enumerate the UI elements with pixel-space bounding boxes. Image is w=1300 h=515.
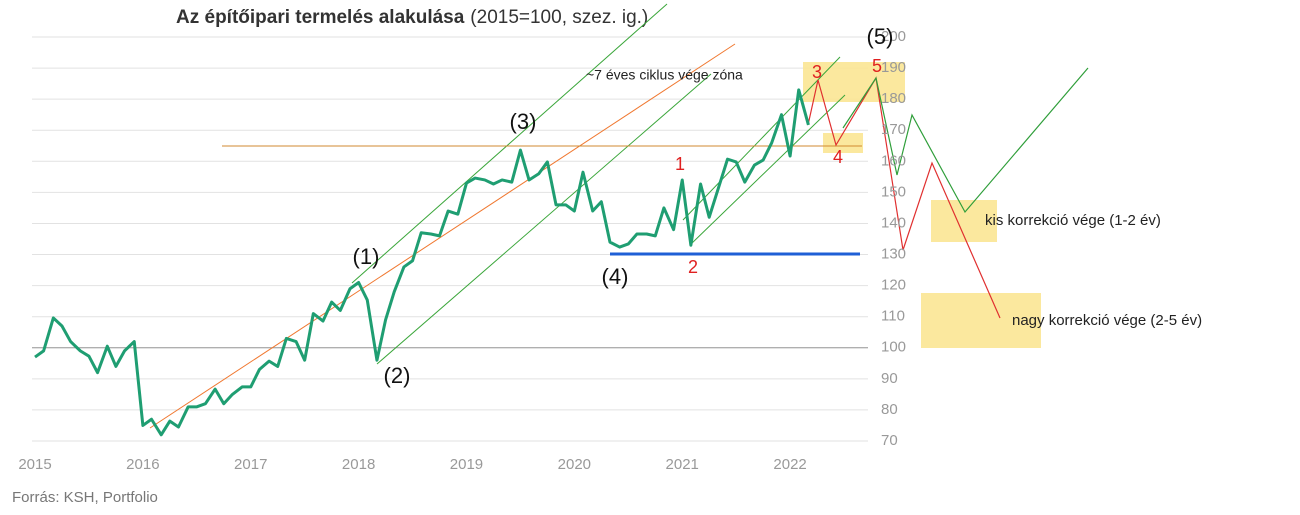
source: Forrás: KSH, Portfolio: [12, 489, 158, 506]
annotation: (2): [384, 363, 411, 388]
annotation: ~7 éves ciklus vége zóna: [586, 67, 743, 83]
y-tick-label: 70: [881, 432, 898, 449]
grid: [32, 36, 868, 442]
data-line: [34, 88, 810, 437]
trend-line: [149, 43, 736, 429]
x-tick-label: 2020: [558, 456, 591, 473]
y-tick-label: 160: [881, 152, 906, 169]
y-tick-label: 90: [881, 370, 898, 387]
x-tick-label: 2019: [450, 456, 483, 473]
y-tick-label: 130: [881, 246, 906, 263]
annotation: 3: [812, 62, 822, 82]
annotation: kis korrekció vége (1-2 év): [985, 212, 1161, 229]
annotation: 4: [833, 147, 843, 167]
annotation: (3): [510, 109, 537, 134]
y-tick-label: 150: [881, 183, 906, 200]
y-tick-label: 80: [881, 401, 898, 418]
annotation-shapes: [149, 3, 1089, 429]
trend-line: [689, 94, 846, 246]
x-tick-label: 2018: [342, 456, 375, 473]
forecast-path: [842, 67, 1089, 214]
x-tick-label: 2022: [773, 456, 806, 473]
x-tick-label: 2016: [126, 456, 159, 473]
x-tick-label: 2021: [666, 456, 699, 473]
y-tick-label: 120: [881, 277, 906, 294]
trend-line: [682, 56, 841, 221]
y-tick-label: 140: [881, 214, 906, 231]
annotation: (1): [353, 244, 380, 269]
y-tick-label: 100: [881, 339, 906, 356]
annotation: (5): [867, 24, 894, 49]
annotation: 5: [872, 56, 882, 76]
trend-line: [351, 3, 668, 284]
annotation: 2: [688, 257, 698, 277]
chart-subtitle: (2015=100, szez. ig.): [470, 7, 648, 28]
chart-title-line: Az építőipari termelés alakulása (2015=10…: [176, 7, 648, 28]
annotation: 1: [675, 154, 685, 174]
y-tick-label: 190: [881, 59, 906, 76]
annotation: nagy korrekció vége (2-5 év): [1012, 312, 1202, 329]
trend-line: [376, 73, 712, 365]
zone-box: [921, 293, 1041, 348]
x-tick-label: 2015: [18, 456, 51, 473]
y-tick-label: 180: [881, 90, 906, 107]
chart-title: Az építőipari termelés alakulása: [176, 7, 465, 28]
annotation: (4): [602, 264, 629, 289]
y-tick-label: 110: [881, 308, 905, 325]
y-tick-label: 170: [881, 121, 906, 138]
y-tick-label: 200: [881, 28, 906, 45]
zone-box: [803, 62, 905, 102]
x-tick-label: 2017: [234, 456, 267, 473]
zone-box: [823, 133, 863, 153]
